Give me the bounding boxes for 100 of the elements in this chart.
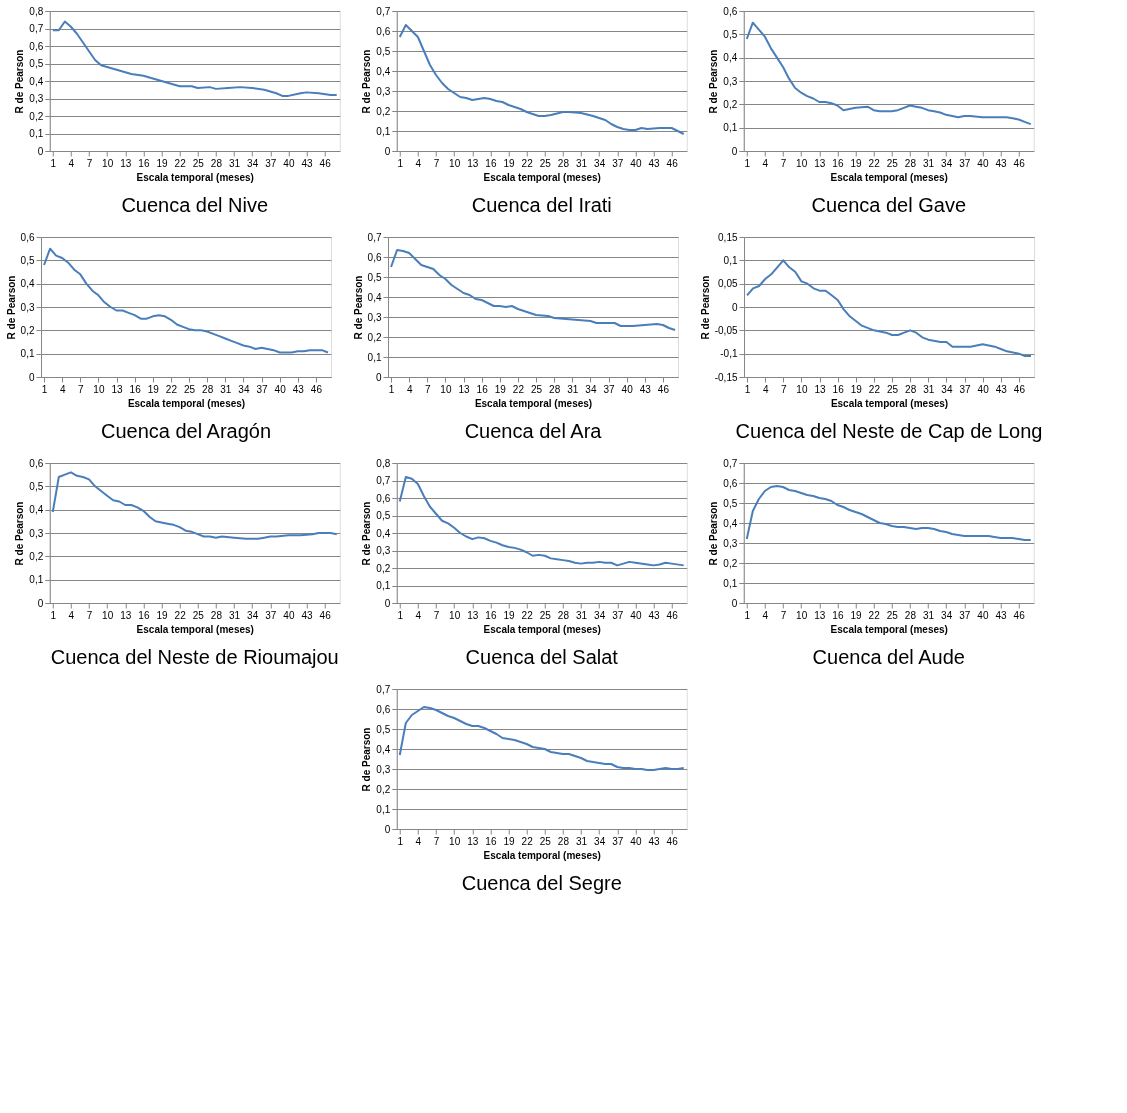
x-tick-label: 16 [485, 157, 497, 169]
x-tick-label: 31 [575, 157, 588, 169]
x-tick-label: 37 [959, 157, 971, 169]
x-tick-label: 1 [744, 609, 751, 621]
x-tick-label: 28 [557, 609, 570, 621]
text: Cuenca del Segre [461, 872, 622, 894]
x-tick-label: 16 [129, 383, 142, 395]
y-tick-label: 0,1 [376, 580, 391, 591]
x-tick-label: 40 [621, 383, 634, 395]
y-tick-label: 0,1 [723, 122, 738, 134]
x-tick-label: 28 [202, 383, 214, 395]
y-tick-label: 0,2 [376, 562, 391, 574]
x-tick-label: 4 [762, 157, 769, 169]
x-tick-label: 31 [567, 383, 579, 395]
y-tick-label: 0,8 [29, 5, 44, 17]
text: Cuenca del Nive [121, 194, 269, 216]
x-tick-label: 34 [585, 383, 597, 395]
x-tick-label: 25 [183, 383, 196, 395]
x-tick-label: 13 [467, 157, 479, 169]
x-tick-label: 10 [449, 609, 461, 621]
x-tick-label: 10 [102, 609, 114, 621]
y-tick-label: 0 [28, 371, 35, 383]
x-tick-label: 43 [639, 383, 652, 395]
y-tick-label: 0,1 [376, 125, 391, 137]
x-tick-label: 25 [539, 835, 552, 847]
x-axis-title: Escala temporal (meses) [830, 397, 949, 409]
x-tick-label: 31 [575, 609, 588, 621]
y-tick-label: -0,15 [714, 371, 738, 383]
y-tick-label: 0,05 [718, 278, 738, 290]
y-tick-label: 0,7 [29, 23, 44, 34]
x-tick-label: 10 [449, 157, 461, 169]
x-tick-label: 10 [796, 157, 808, 169]
x-tick-label: 7 [780, 609, 787, 621]
x-tick-label: 34 [594, 835, 606, 847]
y-tick-label: 0,7 [376, 5, 391, 17]
y-tick-label: 0,3 [29, 93, 44, 104]
y-tick-label: 0 [731, 597, 738, 609]
y-tick-label: 0,1 [723, 254, 738, 266]
x-tick-label: 1 [744, 157, 751, 169]
x-tick-label: 37 [959, 609, 971, 621]
y-tick-label: -0,05 [714, 324, 738, 336]
y-tick-label: 0,5 [723, 28, 738, 40]
y-tick-label: 0,2 [723, 557, 738, 569]
y-axis-title: R de Pearson [699, 275, 711, 340]
x-tick-label: 1 [397, 157, 404, 169]
x-tick-label: 40 [977, 609, 989, 621]
y-tick-label: 0,6 [376, 492, 391, 504]
y-tick-label: 0,4 [723, 517, 738, 529]
y-tick-label: 0,4 [20, 278, 35, 290]
x-tick-label: 43 [995, 383, 1008, 395]
x-tick-label: 46 [310, 383, 323, 395]
x-tick-label: 10 [796, 609, 808, 621]
x-tick-label: 40 [630, 609, 642, 621]
x-tick-label: 43 [995, 157, 1008, 169]
y-tick-label: -0,1 [720, 348, 738, 360]
text: Cuenca del Ara [464, 420, 603, 442]
y-tick-label: 0 [384, 145, 391, 157]
x-tick-label: 43 [648, 157, 661, 169]
x-tick-label: 13 [814, 383, 827, 395]
x-tick-label: 13 [120, 157, 132, 169]
y-tick-label: 0 [731, 145, 738, 157]
x-tick-label: 19 [156, 609, 169, 621]
y-tick-label: 0,2 [376, 105, 391, 117]
x-tick-label: 7 [433, 157, 440, 169]
x-tick-label: 31 [923, 383, 935, 395]
x-tick-label: 43 [648, 609, 661, 621]
y-axis-title: R de Pearson [708, 501, 720, 566]
y-tick-label: 0,5 [29, 480, 44, 492]
x-tick-label: 46 [1013, 383, 1026, 395]
x-tick-label: 46 [666, 157, 679, 169]
x-tick-label: 22 [868, 383, 881, 395]
x-tick-label: 16 [485, 835, 497, 847]
x-tick-label: 46 [666, 835, 679, 847]
x-tick-label: 31 [575, 835, 588, 847]
y-tick-label: 0,1 [376, 803, 391, 815]
x-tick-label: 1 [388, 383, 395, 395]
x-tick-label: 40 [283, 609, 295, 621]
x-tick-label: 46 [1013, 157, 1026, 169]
y-axis-title: R de Pearson [14, 49, 26, 114]
x-tick-label: 19 [850, 157, 863, 169]
x-tick-label: 10 [449, 835, 461, 847]
x-tick-label: 34 [247, 609, 259, 621]
x-tick-label: 37 [265, 609, 277, 621]
x-tick-label: 31 [228, 157, 241, 169]
x-axis-title: Escala temporal (meses) [474, 397, 593, 409]
x-tick-label: 7 [86, 609, 93, 621]
x-tick-label: 16 [138, 609, 150, 621]
text: Cuenca del Neste de Rioumajou [50, 646, 339, 668]
text: Cuenca del Aragón [100, 420, 272, 442]
y-axis-title: R de Pearson [352, 275, 364, 340]
x-tick-label: 43 [648, 835, 661, 847]
text: Cuenca del Neste de Cap de Long [735, 420, 1043, 442]
y-tick-label: 0,3 [376, 545, 391, 556]
x-tick-label: 34 [238, 383, 250, 395]
y-tick-label: 0,1 [29, 574, 44, 586]
y-tick-label: 0,15 [718, 231, 738, 243]
x-tick-label: 19 [494, 383, 507, 395]
y-tick-label: 0,2 [723, 98, 738, 110]
y-tick-label: 0,1 [20, 348, 35, 360]
y-tick-label: 0,3 [20, 301, 35, 313]
